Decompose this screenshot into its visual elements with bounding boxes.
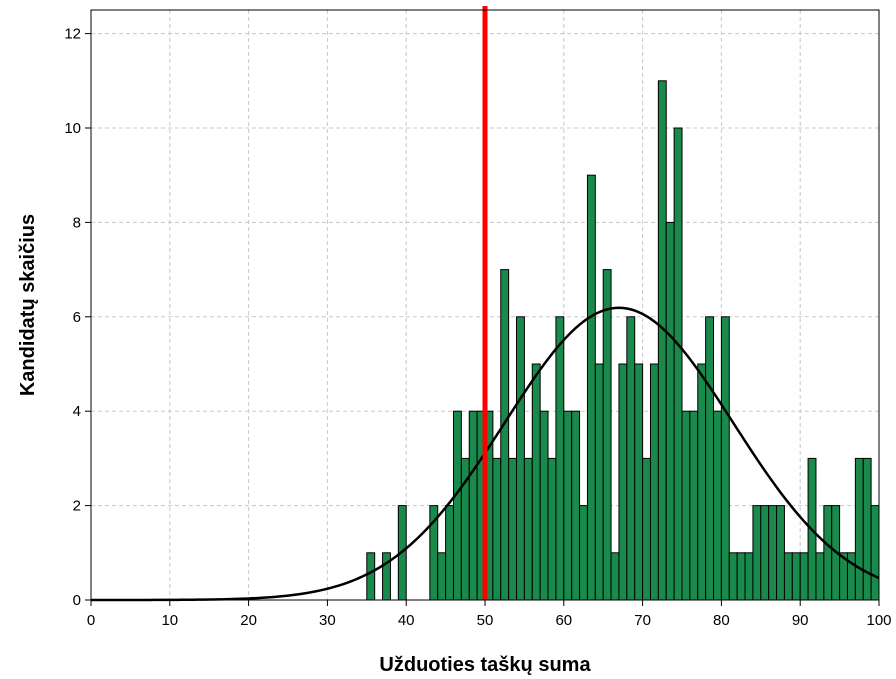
histogram-bar [776,505,785,601]
histogram-bar [366,552,376,601]
histogram-bar [689,410,699,601]
histogram-bar [634,363,644,601]
histogram-bar [823,505,833,601]
histogram-bar [523,457,533,601]
histogram-bar [720,316,730,601]
x-tick-label: 70 [634,612,651,629]
histogram-bar [508,457,518,601]
histogram-bar [768,505,778,601]
x-tick-label: 0 [87,612,95,629]
histogram-bar [799,552,809,601]
y-tick-label: 0 [73,592,81,609]
histogram-bar [665,221,675,601]
y-tick-label: 10 [64,120,81,137]
histogram-bar [594,363,604,601]
histogram-bar [563,410,573,601]
y-tick-label: 12 [64,26,81,43]
histogram-bar [713,410,722,601]
histogram-bar [705,316,715,601]
histogram-bar [728,552,738,601]
y-tick-label: 2 [73,498,81,515]
histogram-bar [555,316,565,601]
histogram-bar [760,505,770,601]
y-axis: 0 2 4 6 8 10 12 [64,26,91,609]
histogram-bar [783,552,793,601]
histogram-bar [500,269,510,601]
x-axis: 0 10 20 30 40 50 60 70 80 90 100 [87,600,892,629]
histogram-bar [586,174,596,601]
x-tick-label: 60 [555,612,572,629]
x-tick-label: 80 [713,612,730,629]
y-tick-label: 8 [73,214,81,231]
histogram-bar [673,127,683,601]
histogram-bar [610,552,620,601]
y-tick-label: 4 [73,403,81,420]
histogram-bar [752,505,762,601]
histogram-bar [870,505,880,601]
histogram-bar [649,363,659,601]
x-tick-label: 10 [161,612,178,629]
histogram-bar [697,363,707,601]
histogram-bar [736,552,746,601]
histogram-bar [547,457,557,601]
y-tick-label: 6 [73,309,81,326]
histogram-bar [862,457,872,601]
histogram-bar [579,505,588,601]
x-tick-label: 90 [792,612,809,629]
histogram-bar [744,552,754,601]
histogram-bar [531,363,541,601]
histogram-bar [642,457,651,601]
histogram-bar [452,410,462,601]
x-tick-label: 30 [319,612,336,629]
histogram-bar [854,457,864,601]
histogram-bar [602,269,612,601]
histogram-bar [539,410,549,601]
histogram-bar [681,410,691,601]
x-axis-title: Užduoties taškų suma [379,654,591,676]
histogram-bar [618,363,628,601]
histogram-bar [815,552,825,601]
histogram-bar [445,505,454,601]
histogram-bar [437,552,447,601]
histogram-bar [626,316,636,601]
histogram-bar [657,80,667,601]
histogram-bar [791,552,801,601]
histogram-bar [516,316,525,601]
y-axis-title: Kandidatų skaičius [17,214,39,396]
x-tick-label: 100 [866,612,891,629]
x-tick-label: 40 [398,612,415,629]
histogram-bar [468,410,478,601]
histogram-bar [492,457,502,601]
x-tick-label: 20 [240,612,257,629]
x-tick-label: 50 [477,612,494,629]
histogram-bar [571,410,581,601]
